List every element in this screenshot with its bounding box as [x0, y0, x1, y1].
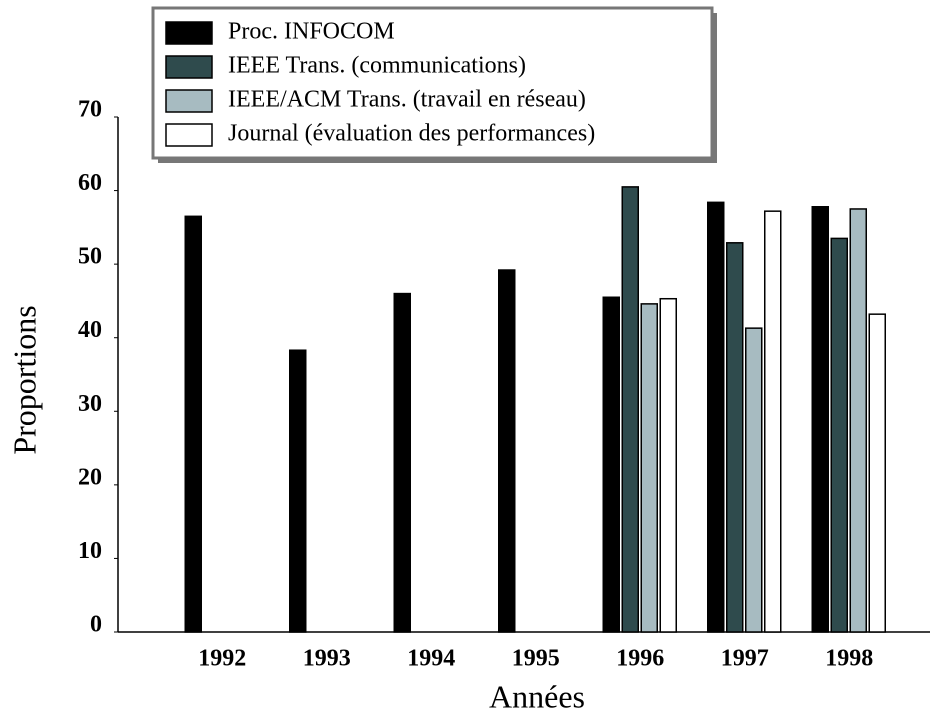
bar	[659, 297, 677, 633]
y-tick-label: 40	[78, 317, 102, 343]
legend-swatch	[165, 21, 213, 45]
bar	[393, 292, 411, 633]
bar	[745, 327, 763, 633]
bar	[849, 208, 867, 633]
x-tick-label: 1996	[616, 646, 664, 672]
legend-swatch	[165, 89, 213, 113]
legend-label: IEEE/ACM Trans. (travail en réseau)	[228, 87, 586, 113]
bar	[811, 206, 829, 633]
bar	[868, 313, 886, 633]
bar	[764, 210, 782, 633]
x-tick-label: 1995	[512, 646, 560, 672]
bar	[707, 201, 725, 633]
y-tick-label: 50	[78, 244, 102, 270]
x-tick-label: 1992	[198, 646, 246, 672]
bar	[830, 237, 848, 633]
y-tick-label: 10	[78, 538, 102, 564]
bar	[289, 349, 307, 633]
x-tick-label: 1994	[407, 646, 455, 672]
legend-swatch	[165, 123, 213, 147]
y-tick-label: 20	[78, 464, 102, 490]
y-tick-label: 70	[78, 97, 102, 123]
bar	[498, 269, 516, 633]
legend-box	[151, 6, 714, 160]
bar	[602, 296, 620, 633]
x-tick-label: 1993	[303, 646, 351, 672]
y-tick-label: 0	[90, 612, 102, 638]
legend-label: Journal (évaluation des performances)	[228, 121, 595, 147]
y-axis-label: Proportions	[6, 305, 42, 454]
y-tick-label: 60	[78, 170, 102, 196]
legend-label: IEEE Trans. (communications)	[228, 53, 526, 79]
y-tick-label: 30	[78, 391, 102, 417]
bar	[726, 242, 744, 633]
x-axis-label: Années	[489, 678, 585, 714]
bar	[621, 186, 639, 633]
legend-label: Proc. INFOCOM	[228, 19, 395, 45]
legend-swatch	[165, 55, 213, 79]
bar	[184, 215, 202, 633]
bar	[640, 303, 658, 633]
x-tick-label: 1998	[825, 646, 873, 672]
x-tick-label: 1997	[721, 646, 769, 672]
